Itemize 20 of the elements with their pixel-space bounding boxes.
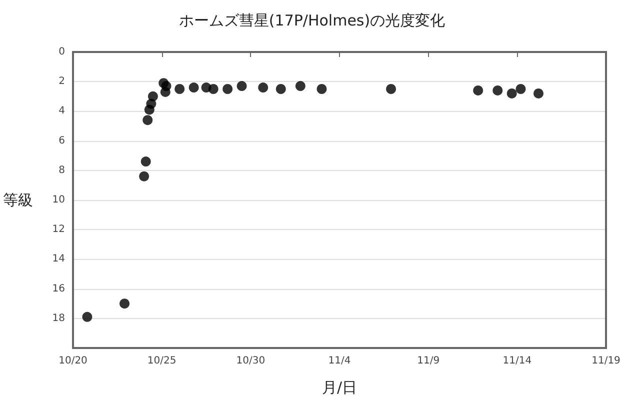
y-tick-label: 2 [58, 76, 65, 88]
x-tick-label: 11/19 [592, 356, 620, 366]
y-tick-label: 18 [52, 312, 65, 324]
y-tick-label: 4 [58, 106, 65, 117]
y-tick-label: 10 [52, 194, 65, 206]
x-tick-label: 11/14 [502, 356, 532, 366]
y-tick-label: 8 [58, 164, 65, 176]
x-tick-label: 10/25 [147, 356, 176, 366]
y-axis-title: 等級 [3, 191, 33, 209]
y-tick-label: 6 [58, 135, 65, 146]
y-tick-label: 12 [52, 224, 65, 236]
y-tick-label: 16 [52, 283, 65, 294]
y-tick-label: 0 [58, 46, 65, 58]
chart-title: ホームズ彗星(17P/Holmes)の光度変化 [178, 12, 446, 30]
y-tick-label: 14 [52, 254, 65, 265]
x-tick-label: 10/30 [236, 356, 266, 366]
x-axis-title: 月/日 [322, 378, 358, 396]
x-tick-label: 11/4 [328, 356, 351, 366]
x-tick-label: 10/20 [58, 356, 88, 366]
x-tick-label: 11/9 [417, 356, 440, 366]
